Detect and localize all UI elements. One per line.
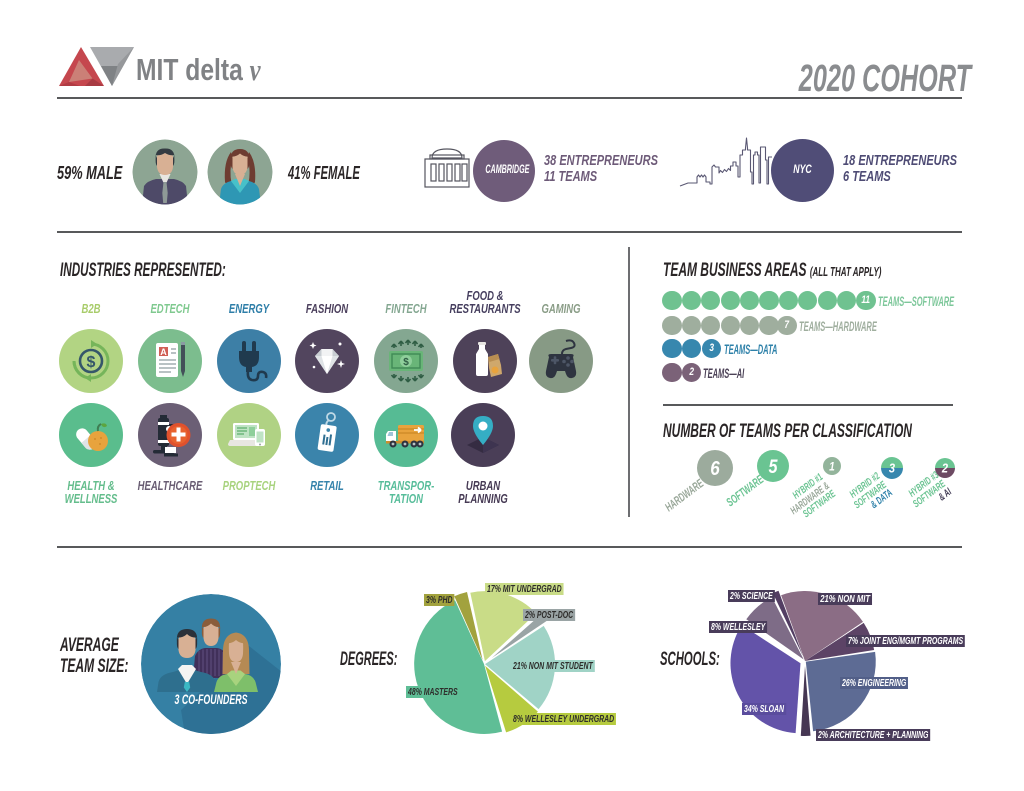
svg-text:$: $ [87,354,96,371]
svg-text:A: A [160,347,167,357]
svg-text:3: 3 [889,461,895,476]
svg-text:5: 5 [769,456,779,478]
svg-text:1: 1 [829,461,835,474]
svg-text:$: $ [403,357,409,368]
svg-text:6: 6 [710,457,720,480]
svg-text:2: 2 [941,461,948,476]
